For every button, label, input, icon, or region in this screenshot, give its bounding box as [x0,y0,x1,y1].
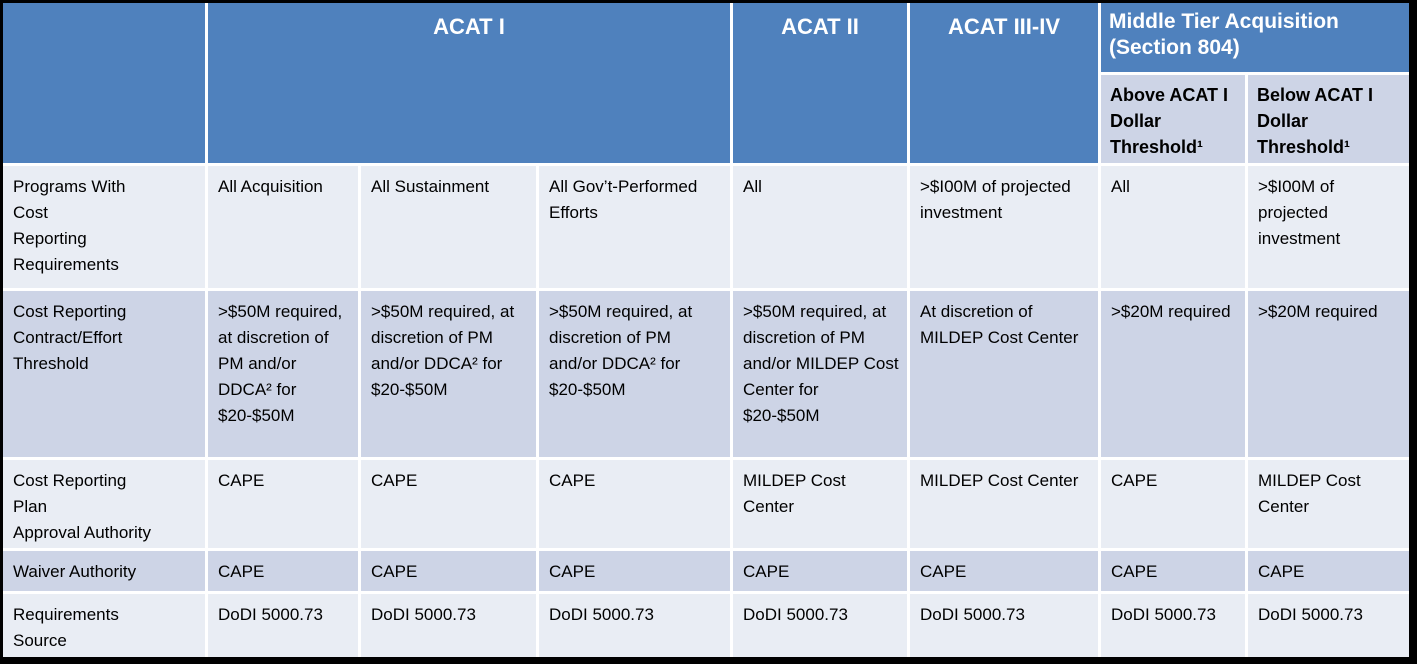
table-cell: DoDI 5000.73 [208,594,358,657]
header-acat-ii: ACAT II [733,3,907,163]
table-cell: At discretion of MILDEP Cost Center [910,291,1098,457]
table-cell: >$50M required, at discretion of PM and/… [361,291,536,457]
table-cell: DoDI 5000.73 [733,594,907,657]
table-cell: DoDI 5000.73 [539,594,730,657]
table-cell: CAPE [208,551,358,591]
table-cell: >$50M required, at discretion of PM and/… [208,291,358,457]
header-acat-i: ACAT I [208,3,730,163]
table-cell: >$20M required [1248,291,1409,457]
table-cell: CAPE [1101,460,1245,548]
table-cell: >$I00M of projected investment [910,166,1098,288]
middle-tier-subheader-row: Above ACAT I Dollar Threshold¹ Below ACA… [1101,75,1409,163]
table-cell: CAPE [539,460,730,548]
table-cell: DoDI 5000.73 [1101,594,1245,657]
table-cell: CAPE [208,460,358,548]
table-cell: DoDI 5000.73 [1248,594,1409,657]
table-cell: MILDEP Cost Center [1248,460,1409,548]
row-label-programs: Programs With Cost Reporting Requirement… [3,166,205,288]
table-cell: >$20M required [1101,291,1245,457]
table-cell: CAPE [539,551,730,591]
table-cell: >$50M required, at discretion of PM and/… [539,291,730,457]
row-label-threshold: Cost Reporting Contract/Effort Threshold [3,291,205,457]
table-cell: CAPE [361,551,536,591]
subheader-below-acat-i: Below ACAT I Dollar Threshold¹ [1248,75,1409,163]
table-cell: DoDI 5000.73 [910,594,1098,657]
header-acat-iii-iv: ACAT III-IV [910,3,1098,163]
table-cell: All [1101,166,1245,288]
table-cell: CAPE [733,551,907,591]
table-cell: MILDEP Cost Center [910,460,1098,548]
table-cell: CAPE [361,460,536,548]
table-cell: All Gov’t-Performed Efforts [539,166,730,288]
row-label-approval-authority: Cost Reporting Plan Approval Authority [3,460,205,548]
table-cell: >$50M required, at discretion of PM and/… [733,291,907,457]
table-cell: CAPE [910,551,1098,591]
row-label-requirements-source: Requirements Source [3,594,205,657]
table-cell: All Sustainment [361,166,536,288]
header-corner-cell [3,3,205,163]
row-label-waiver-authority: Waiver Authority [3,551,205,591]
table-cell: MILDEP Cost Center [733,460,907,548]
table-cell: CAPE [1101,551,1245,591]
table-cell: CAPE [1248,551,1409,591]
table-cell: All Acquisition [208,166,358,288]
table-cell: All [733,166,907,288]
subheader-above-acat-i: Above ACAT I Dollar Threshold¹ [1101,75,1245,163]
cost-reporting-table: ACAT I ACAT II ACAT III-IV Middle Tier A… [3,3,1409,657]
table-cell: DoDI 5000.73 [361,594,536,657]
header-middle-tier-title: Middle Tier Acquisition (Section 804) [1101,3,1409,72]
header-middle-tier-group: Middle Tier Acquisition (Section 804) Ab… [1101,3,1409,163]
table-cell: >$I00M of projected investment [1248,166,1409,288]
